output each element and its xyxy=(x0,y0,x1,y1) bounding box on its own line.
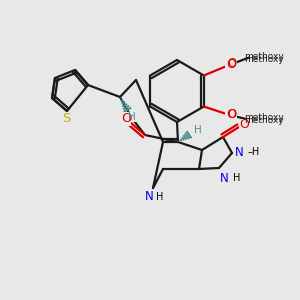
Text: O: O xyxy=(227,57,236,70)
Text: N: N xyxy=(220,172,228,184)
Bar xyxy=(60,112,72,126)
Bar xyxy=(239,119,249,131)
Bar xyxy=(249,116,279,125)
Text: methoxy: methoxy xyxy=(244,52,284,61)
Text: methoxy: methoxy xyxy=(244,55,284,64)
Bar xyxy=(225,58,236,70)
Text: O: O xyxy=(121,112,131,125)
Text: O: O xyxy=(226,108,236,121)
Text: H: H xyxy=(233,173,240,183)
Bar xyxy=(227,58,237,69)
Bar xyxy=(145,191,154,203)
Text: O: O xyxy=(227,108,236,121)
Bar xyxy=(194,125,202,135)
Text: H: H xyxy=(128,112,136,122)
Text: N: N xyxy=(145,190,153,203)
Text: –H: –H xyxy=(248,147,260,157)
Text: methoxy: methoxy xyxy=(244,116,284,125)
Bar xyxy=(220,172,229,184)
Bar xyxy=(227,109,237,120)
Text: H: H xyxy=(194,125,202,135)
Bar xyxy=(225,109,236,121)
Text: S: S xyxy=(62,112,70,125)
Bar xyxy=(121,112,131,126)
Text: H: H xyxy=(156,192,164,202)
Text: N: N xyxy=(235,146,243,158)
Text: methoxy: methoxy xyxy=(244,113,284,122)
Text: O: O xyxy=(226,58,236,71)
Text: O: O xyxy=(239,118,249,131)
Bar xyxy=(249,52,279,61)
Bar xyxy=(128,112,136,122)
Bar xyxy=(235,146,244,158)
